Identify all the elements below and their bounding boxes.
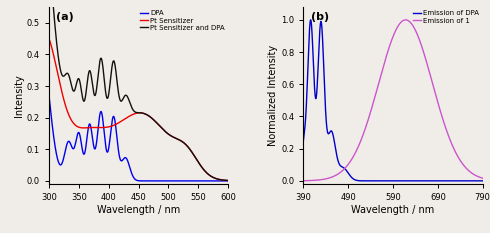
Pt Sensitizer [115, 122, 121, 125]
Pt Sensitizer and DPA [67, 76, 73, 79]
Emission of DPA [457, 179, 463, 182]
Pt Sensitizer [67, 115, 73, 118]
Emission of DPA [480, 179, 486, 182]
Y-axis label: Intensity: Intensity [14, 74, 24, 117]
DPA [122, 156, 128, 159]
Emission of 1 [457, 158, 463, 161]
Emission of DPA [300, 139, 306, 142]
Y-axis label: Normalized Intensity: Normalized Intensity [269, 45, 278, 146]
X-axis label: Wavelength / nm: Wavelength / nm [351, 205, 435, 215]
Line: DPA: DPA [49, 96, 228, 181]
Emission of DPA [321, 72, 327, 74]
Pt Sensitizer and DPA [77, 81, 83, 84]
DPA [46, 94, 52, 97]
Pt Sensitizer [225, 179, 231, 182]
Legend: Emission of DPA, Emission of 1: Emission of DPA, Emission of 1 [412, 9, 481, 25]
Emission of DPA [476, 179, 482, 182]
Pt Sensitizer and DPA [122, 94, 128, 97]
Emission of DPA [377, 179, 383, 182]
DPA [115, 143, 121, 146]
Line: Pt Sensitizer and DPA: Pt Sensitizer and DPA [49, 0, 228, 181]
Emission of DPA [369, 179, 375, 182]
Pt Sensitizer [122, 117, 128, 120]
DPA [225, 179, 231, 182]
Emission of 1 [377, 77, 383, 80]
Emission of DPA [332, 142, 338, 144]
Pt Sensitizer and DPA [225, 179, 231, 182]
Pt Sensitizer [77, 126, 83, 129]
Pt Sensitizer [202, 170, 208, 173]
DPA [202, 179, 208, 182]
Pt Sensitizer [222, 179, 228, 182]
Pt Sensitizer and DPA [115, 86, 121, 89]
Emission of 1 [332, 175, 338, 177]
Emission of 1 [300, 179, 306, 182]
Emission of 1 [480, 177, 486, 180]
DPA [67, 140, 73, 143]
Text: (b): (b) [311, 12, 329, 22]
Emission of 1 [321, 178, 327, 181]
Emission of 1 [369, 105, 375, 108]
Text: (a): (a) [56, 12, 74, 22]
Emission of DPA [308, 18, 314, 21]
Pt Sensitizer and DPA [202, 170, 208, 173]
Legend: DPA, Pt Sensitizer, Pt Sensitizer and DPA: DPA, Pt Sensitizer, Pt Sensitizer and DP… [138, 9, 226, 32]
Line: Emission of 1: Emission of 1 [303, 20, 483, 181]
Pt Sensitizer and DPA [222, 179, 228, 182]
Emission of 1 [476, 176, 482, 178]
DPA [77, 135, 83, 137]
Pt Sensitizer [46, 37, 52, 40]
Line: Emission of DPA: Emission of DPA [303, 20, 483, 181]
X-axis label: Wavelength / nm: Wavelength / nm [97, 205, 180, 215]
DPA [222, 179, 228, 182]
Line: Pt Sensitizer: Pt Sensitizer [49, 39, 228, 181]
Emission of 1 [403, 18, 409, 21]
